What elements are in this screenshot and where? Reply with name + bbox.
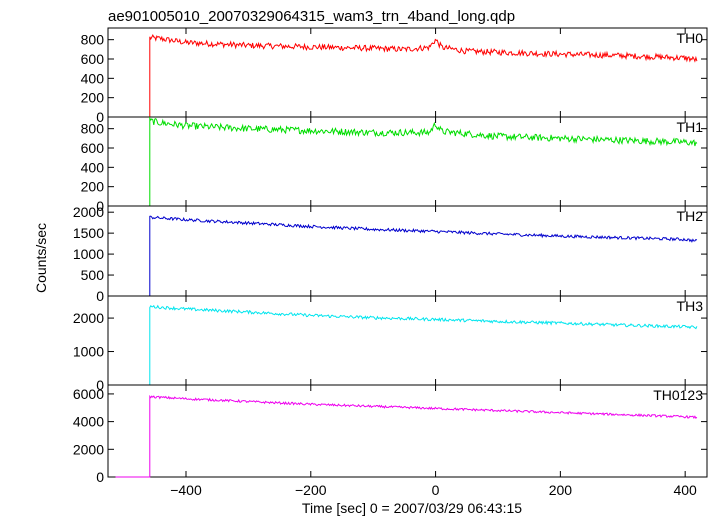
panel-frame — [107, 384, 708, 478]
panel-th1: 0 200 400 600 800 TH1 — [81, 116, 708, 214]
y-tick-label: 400 — [81, 70, 105, 86]
y-tick-label: 2000 — [73, 310, 104, 326]
y-tick-label: 2000 — [73, 204, 104, 220]
y-tick-label: 0 — [96, 288, 104, 304]
panel-th2: 0 500 1000 1500 2000 TH2 — [73, 204, 708, 304]
x-tick-label: 200 — [549, 482, 573, 498]
series-line-th0123 — [115, 394, 698, 478]
panel-th3: 0 1000 2000 TH3 — [73, 295, 708, 393]
y-tick-label: 4000 — [73, 414, 104, 430]
series-line-th1 — [115, 116, 698, 207]
x-axis: −400 −200 0 200 400 — [170, 482, 697, 498]
y-tick-label: 0 — [96, 198, 104, 214]
y-tick-label: 800 — [81, 121, 105, 137]
y-tick-label: 200 — [81, 179, 105, 195]
y-tick-label: 800 — [81, 32, 105, 48]
y-tick-label: 600 — [81, 51, 105, 67]
panel-label-th2: TH2 — [677, 208, 704, 224]
x-tick-label: 400 — [673, 482, 697, 498]
y-tick-label: 0 — [96, 109, 104, 125]
y-tick-label: 0 — [96, 469, 104, 485]
panel-frame — [107, 27, 708, 118]
panel-label-th0: TH0 — [677, 30, 704, 46]
y-tick-label: 600 — [81, 140, 105, 156]
panel-label-th3: TH3 — [677, 298, 704, 314]
series-line-th3 — [115, 304, 698, 386]
panel-th0123: 0 2000 4000 6000 TH0123 — [73, 384, 708, 485]
chart-title: ae901005010_20070329064315_wam3_trn_4ban… — [108, 8, 515, 25]
x-axis-label: Time [sec] 0 = 2007/03/29 06:43:15 — [302, 500, 522, 516]
y-tick-label: 400 — [81, 159, 105, 175]
x-tick-label: −400 — [170, 482, 202, 498]
y-tick-label: 1000 — [73, 246, 104, 262]
series-line-th0 — [115, 34, 698, 118]
y-tick-label: 200 — [81, 90, 105, 106]
series-line-th2 — [115, 215, 698, 297]
panel-label-th1: TH1 — [677, 119, 704, 135]
y-tick-label: 1500 — [73, 225, 104, 241]
y-tick-label: 6000 — [73, 386, 104, 402]
y-tick-label: 2000 — [73, 441, 104, 457]
y-tick-label: 500 — [81, 267, 105, 283]
panel-label-th0123: TH0123 — [653, 387, 703, 403]
panel-th0: 0 200 400 600 800 TH0 — [81, 27, 708, 125]
panel-frame — [107, 116, 708, 207]
y-axis-label: Counts/sec — [33, 223, 49, 293]
y-tick-label: 1000 — [73, 344, 104, 360]
x-tick-label: 0 — [432, 482, 440, 498]
panels-group: 0 200 400 600 800 TH0 0 200 400 600 800 TH1 0 500 1000… — [73, 27, 708, 485]
y-tick-label: 0 — [96, 377, 104, 393]
x-tick-label: −200 — [295, 482, 327, 498]
